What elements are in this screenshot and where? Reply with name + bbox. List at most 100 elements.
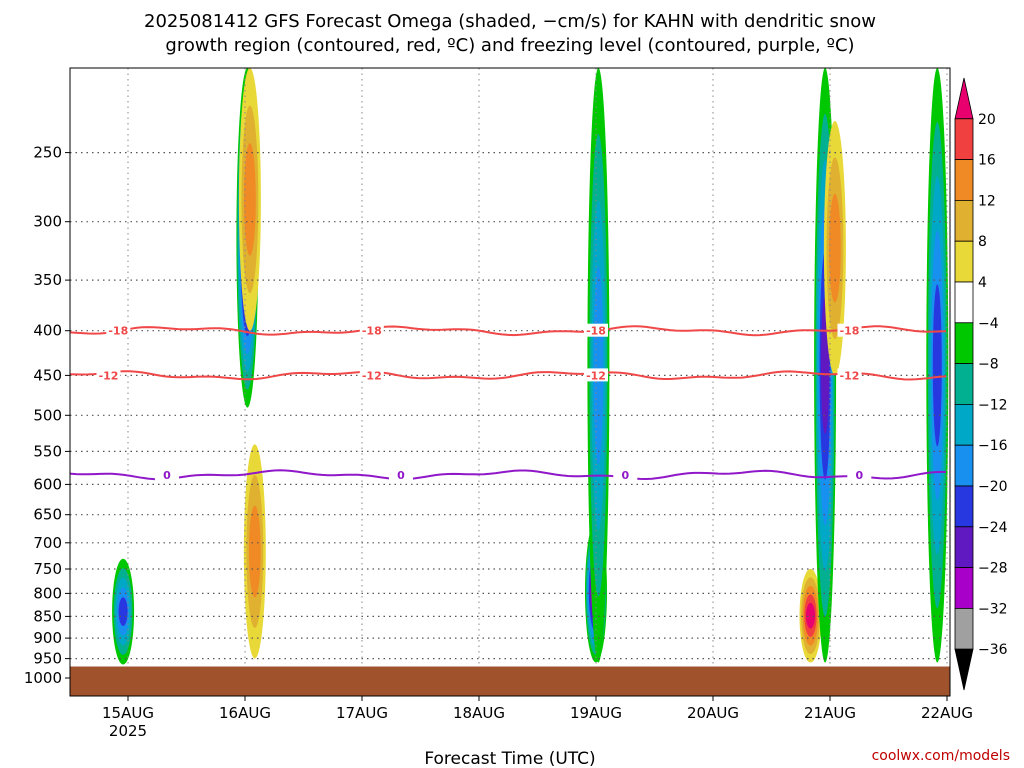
x-axis-label: Forecast Time (UTC) — [424, 749, 595, 768]
colorbar-segment — [954, 608, 974, 650]
colorbar-segment — [954, 526, 974, 568]
contour-label: 0 — [621, 469, 629, 482]
colorbar-segment — [954, 118, 974, 161]
contour-label-bg — [359, 323, 384, 337]
y-tick-label: 850 — [33, 607, 62, 625]
y-tick-label: 300 — [33, 213, 62, 231]
colorbar: 20 16 12 8 4 −4 −8 −12 −16 −20 −24 −28 −32 −36 — [954, 77, 1008, 691]
colorbar-label: 4 — [978, 275, 987, 291]
contour-label: 0 — [397, 469, 405, 482]
contour-line — [70, 325, 947, 337]
y-tick-label: 500 — [33, 406, 62, 424]
x-tick-label: 22AUG — [921, 704, 973, 722]
contour-label-bg — [359, 368, 384, 382]
colorbar-segment — [954, 199, 974, 242]
y-tick-label: 650 — [33, 506, 62, 524]
colorbar-top-triangle — [954, 77, 974, 120]
omega-cell — [593, 266, 604, 465]
colorbar-segment — [954, 281, 974, 324]
contour-label: -18 — [108, 325, 128, 338]
x-tick-label: 18AUG — [453, 704, 505, 722]
contour-label: -18 — [586, 325, 606, 338]
omega-cell — [806, 602, 815, 629]
contour-label-bg — [106, 323, 131, 337]
colorbar-label: −12 — [978, 397, 1008, 413]
y-tick-label: 700 — [33, 534, 62, 552]
plot-frame — [69, 67, 951, 697]
contour-label: -12 — [840, 369, 860, 382]
y-axis: 250 300 350 400 450 500 550 600 650 700 750 800 850 9… — [24, 144, 70, 687]
colorbar-segment — [954, 322, 974, 364]
colorbar-segment — [954, 403, 974, 446]
omega-cell — [248, 505, 261, 598]
y-tick-label: 350 — [33, 271, 62, 289]
y-tick-label: 750 — [33, 560, 62, 578]
y-tick-label: 950 — [33, 650, 62, 668]
colorbar-segment — [954, 159, 974, 201]
colorbar-segment — [954, 485, 974, 528]
colorbar-label: −24 — [978, 520, 1008, 536]
colorbar-label: −8 — [978, 357, 999, 373]
colorbar-label: 8 — [978, 234, 987, 250]
contour-label: -12 — [586, 369, 606, 382]
x-tick-sublabel: 2025 — [109, 722, 147, 740]
ground-fill — [70, 666, 950, 696]
contour-label-bg — [837, 323, 862, 337]
y-tick-label: 250 — [33, 144, 62, 162]
omega-cell — [118, 597, 128, 626]
y-tick-label: 450 — [33, 366, 62, 384]
x-tick-label: 17AUG — [336, 704, 388, 722]
colorbar-label: −36 — [978, 642, 1008, 658]
omega-cell — [829, 193, 841, 303]
contour-label-bg — [584, 368, 608, 382]
contour-label-bg — [389, 467, 413, 481]
omega-cell — [932, 284, 942, 447]
colorbar-label: −4 — [978, 316, 999, 332]
contour-line — [70, 370, 947, 381]
colorbar-label: −28 — [978, 561, 1008, 577]
y-tick-label: 400 — [33, 322, 62, 340]
y-tick-label: 1000 — [24, 669, 62, 687]
contour-label-bg — [837, 368, 862, 382]
colorbar-segment — [954, 363, 974, 405]
colorbar-segment — [954, 240, 974, 283]
colorbar-label: −20 — [978, 479, 1008, 495]
contour-label: 0 — [855, 469, 863, 482]
contour-label: -18 — [840, 325, 860, 338]
colorbar-segment — [954, 444, 974, 487]
colorbar-label: −16 — [978, 438, 1008, 454]
chart-title-line2: growth region (contoured, red, ºC) and f… — [165, 35, 854, 56]
colorbar-label: 16 — [978, 153, 996, 169]
colorbar-bottom-triangle — [954, 648, 974, 691]
temperature-contours: -18 -18 -18 -18 -12 -12 -12 -12 0 0 0 0 — [70, 323, 947, 482]
omega-cell — [244, 143, 256, 256]
contour-label: -12 — [362, 369, 382, 382]
y-tick-label: 800 — [33, 584, 62, 602]
colorbar-label: −32 — [978, 601, 1008, 617]
contour-label: -12 — [99, 369, 119, 382]
x-tick-label: 19AUG — [570, 704, 622, 722]
colorbar-label: 20 — [978, 112, 996, 128]
chart-title-line1: 2025081412 GFS Forecast Omega (shaded, −… — [144, 11, 876, 32]
contour-label: -18 — [362, 325, 382, 338]
y-tick-label: 550 — [33, 442, 62, 460]
x-tick-label: 16AUG — [219, 704, 271, 722]
contour-label-bg — [96, 368, 121, 382]
colorbar-label: 12 — [978, 193, 996, 209]
omega-shading — [112, 68, 949, 665]
contour-label: 0 — [163, 469, 171, 482]
contour-line — [70, 469, 947, 481]
x-tick-label: 15AUG — [102, 704, 154, 722]
x-tick-label: 20AUG — [687, 704, 739, 722]
contour-label-bg — [847, 467, 872, 481]
colorbar-segment — [954, 567, 974, 609]
y-tick-label: 900 — [33, 629, 62, 647]
credit-text: coolwx.com/models — [872, 748, 1010, 764]
contour-label-bg — [155, 467, 179, 481]
contour-label-bg — [584, 323, 608, 337]
y-tick-label: 600 — [33, 475, 62, 493]
contour-label-bg — [613, 467, 638, 481]
x-tick-label: 21AUG — [804, 704, 856, 722]
